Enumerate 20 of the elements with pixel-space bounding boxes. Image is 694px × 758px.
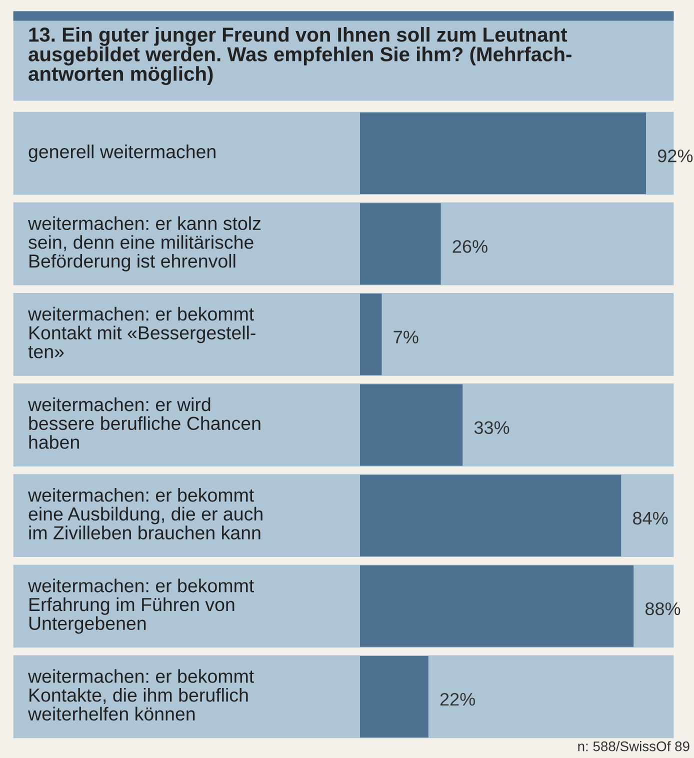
data-label: 88%	[645, 602, 680, 616]
y-tick-label: weitermachen: er wird bessere berufliche Chancen haben	[28, 397, 260, 449]
y-tick-label: generell weitermachen	[28, 144, 216, 162]
y-tick-label: weitermachen: er bekommt Erfahrung im Führen von Untergebenen	[28, 578, 254, 634]
data-label: 33%	[474, 421, 510, 434]
data-label: 26%	[452, 240, 488, 253]
y-tick-label: weitermachen: er bekommt Kontakt mit «Bessergestell- ten»	[28, 306, 256, 358]
y-tick-label: weitermachen: er bekommt Kontakte, die ihm beruflich weiterhelfen können	[28, 669, 254, 721]
data-label: 22%	[440, 692, 475, 706]
data-label: 92%	[658, 150, 693, 162]
y-tick-label: weitermachen: er bekommt eine Ausbildung, die er auch im Zivilleben brauchen kann	[28, 488, 262, 540]
bar	[360, 203, 441, 285]
chart-title: 13. Ein guter junger Freund von Ihnen soll zum Leutnant ausgebildet werden. Was empfehlen Sie ihm? (Mehrfach- antworten möglich)	[28, 27, 572, 86]
bar	[360, 656, 428, 738]
data-label: 84%	[633, 512, 668, 525]
bar	[360, 294, 382, 376]
data-label: 7%	[394, 330, 418, 344]
y-tick-label: weitermachen: er kann stolz sein, denn eine militärische Beförderung ist ehrenvoll	[28, 216, 261, 272]
text: n: 588/SwissOf 89	[578, 741, 690, 752]
bar	[360, 384, 463, 466]
